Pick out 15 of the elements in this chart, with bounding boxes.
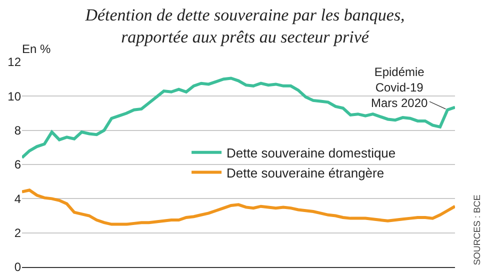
line-series [22, 188, 455, 226]
y-tick-label: 12 [8, 55, 22, 70]
legend-label: Dette souveraine domestique [226, 145, 396, 160]
y-tick-label: 4 [14, 192, 22, 206]
y-tick-label: 2 [14, 226, 22, 240]
legend-label: Dette souveraine étrangère [226, 165, 384, 180]
source-note: SOURCES : BCE [472, 194, 482, 266]
y-tick-label: 8 [14, 124, 22, 138]
y-tick-label: 6 [14, 158, 22, 172]
chart-title: Détention de dette souveraine par les banques, rapportée aux prêts au secteur privé [84, 6, 405, 47]
y-axis-title: En % [22, 42, 52, 56]
line-series [22, 76, 455, 160]
y-tick-label: 10 [8, 89, 22, 104]
annotation: Epidémie Covid-19 Mars 2020 [371, 65, 428, 110]
y-tick-label: 0 [14, 260, 22, 274]
